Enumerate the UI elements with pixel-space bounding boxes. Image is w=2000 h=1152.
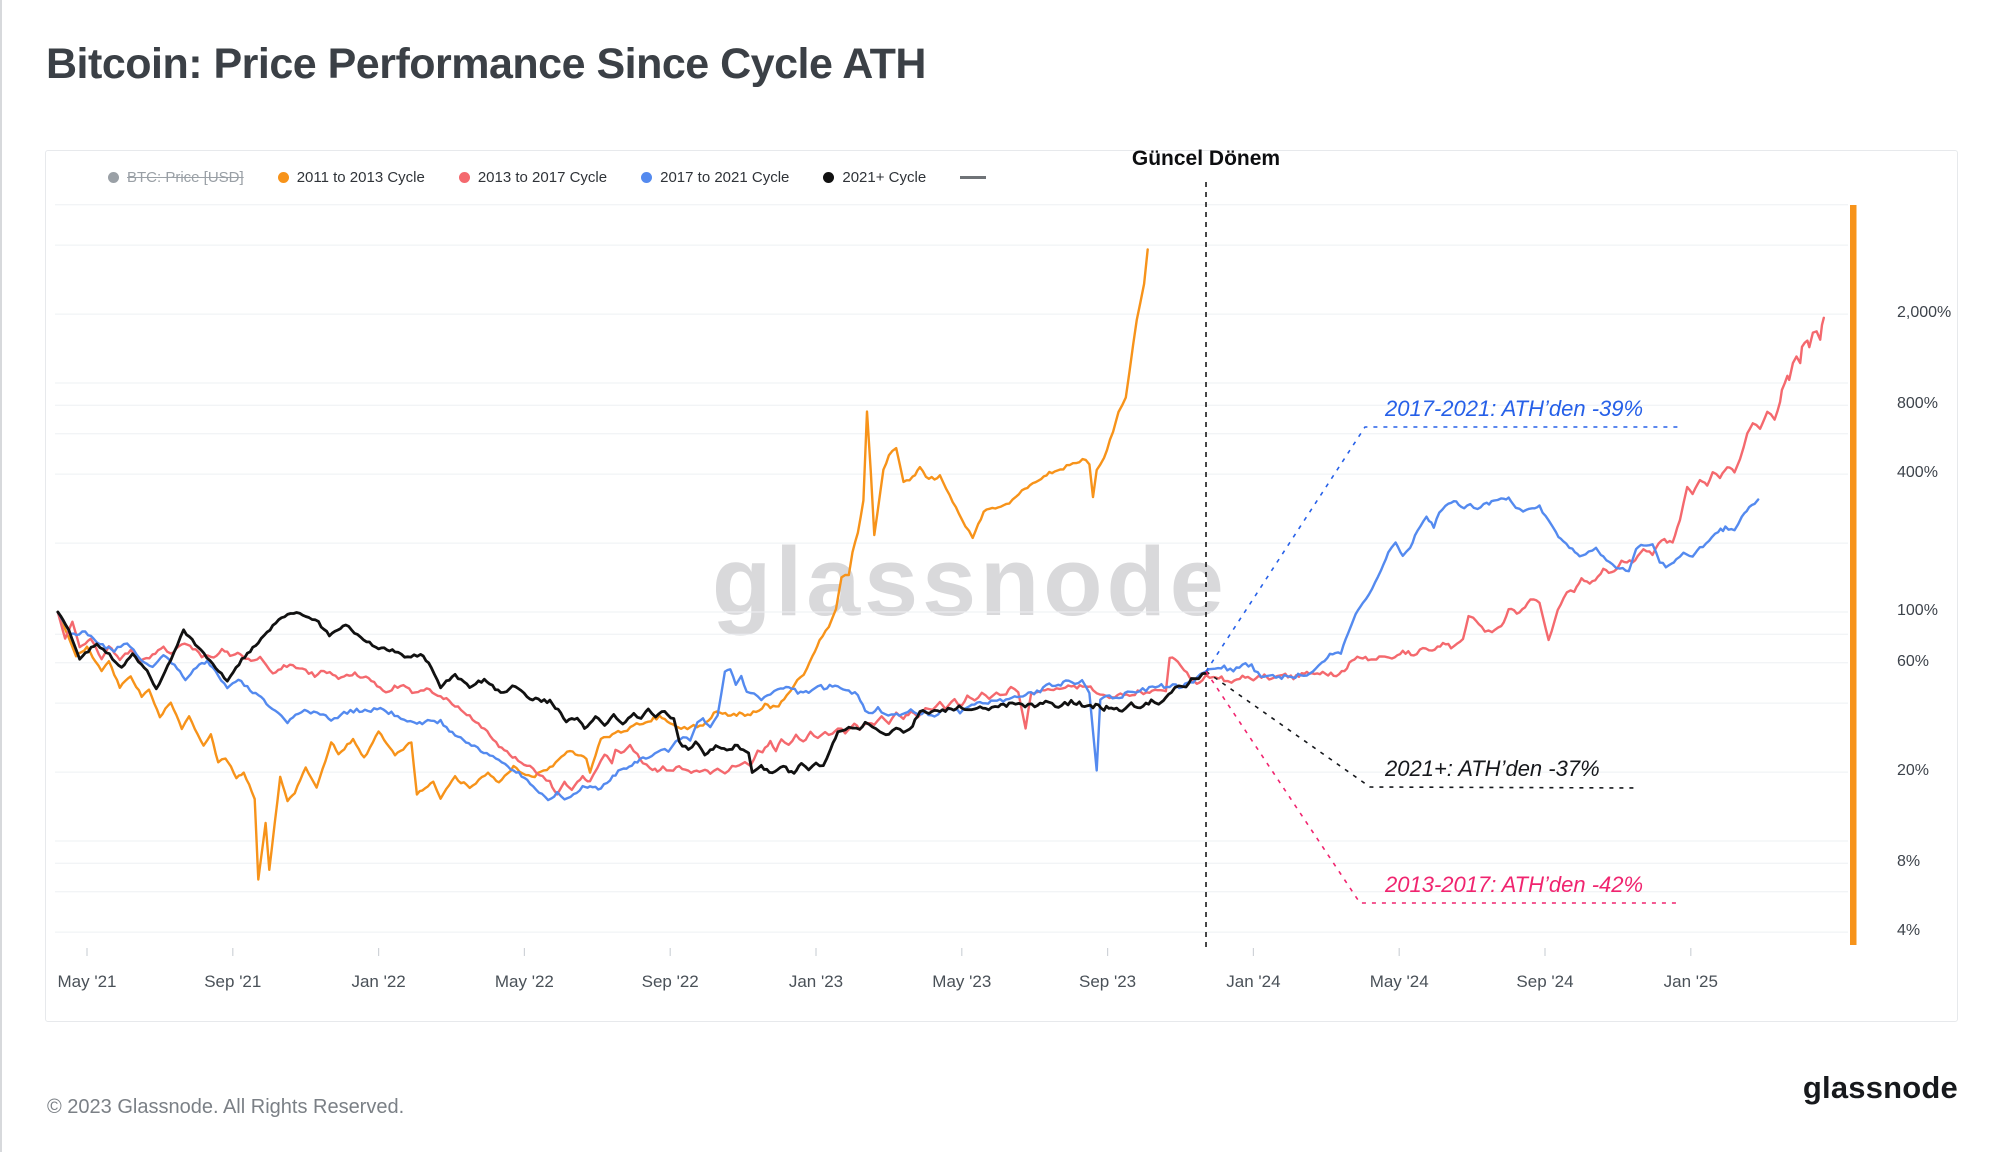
y-tick-label: 60% (1897, 652, 1930, 670)
screen-left-border (0, 0, 2, 1152)
callout-lines (1205, 426, 1683, 904)
x-tick-label: May '23 (932, 972, 992, 991)
chart-legend: BTC: Price [USD] 2011 to 2013 Cycle 2013… (108, 169, 987, 186)
legend-dot-icon (277, 172, 289, 183)
y-tick-label: 800% (1897, 395, 1938, 413)
x-tick-label: Sep '22 (641, 972, 699, 991)
legend-item-2011-2013-cycle[interactable]: 2011 to 2013 Cycle (277, 169, 425, 186)
x-tick-label: Jan '22 (351, 972, 406, 991)
y-tick-label: 8% (1897, 853, 1921, 871)
x-tick-label: May '22 (494, 972, 554, 991)
legend-item-2021-plus-cycle[interactable]: 2021+ Cycle (823, 169, 926, 186)
annotation-2021plus-drawdown: 2021+: ATH’den -37% (1385, 756, 1600, 781)
x-tick-label: Sep '21 (204, 972, 262, 991)
legend-item-2017-2021-cycle[interactable]: 2017 to 2021 Cycle (641, 169, 789, 186)
x-tick-label: Jan '23 (788, 972, 844, 991)
gridlines (55, 204, 1848, 933)
legend-dot-icon (108, 172, 119, 183)
y-tick-label: 100% (1897, 602, 1938, 619)
annotation-2013-2017-drawdown: 2013-2017: ATH’den -42% (1385, 872, 1644, 897)
glassnode-watermark: glassnode (712, 527, 1228, 636)
x-tick-label: Sep '23 (1079, 972, 1137, 991)
series-2021+ Cycle (56, 610, 1208, 775)
accent-bar (1850, 205, 1857, 945)
glassnode-logo: glassnode (1802, 1070, 1958, 1105)
x-tick-marks (86, 948, 1692, 956)
legend-dot-icon (458, 172, 470, 183)
series-2011 to 2013 Cycle (56, 248, 1149, 881)
legend-dash-icon (960, 176, 987, 179)
x-tick-label: Sep '24 (1516, 972, 1574, 991)
page-title: Bitcoin: Price Performance Since Cycle A… (46, 40, 926, 88)
legend-item-unlabeled-line[interactable] (960, 176, 987, 179)
annotation-2017-2021-drawdown: 2017-2021: ATH’den -39% (1385, 396, 1644, 421)
legend-item-label: 2013 to 2017 Cycle (477, 169, 608, 186)
series-lines (56, 248, 1825, 881)
y-tick-label: 400% (1897, 464, 1938, 482)
legend-item-label: 2011 to 2013 Cycle (296, 169, 425, 186)
legend-item-label: 2017 to 2021 Cycle (660, 169, 790, 186)
current-period-label: Güncel Dönem (1131, 147, 1281, 170)
x-tick-label: Jan '25 (1663, 972, 1718, 991)
legend-dot-icon (641, 172, 653, 183)
y-tick-label: 2,000% (1897, 304, 1952, 322)
legend-item-label: BTC: Price [USD] (127, 169, 244, 186)
legend-item-2013-2017-cycle[interactable]: 2013 to 2017 Cycle (458, 169, 608, 186)
legend-dot-icon (823, 172, 835, 183)
x-tick-label: Jan '24 (1226, 972, 1281, 991)
series-2017 to 2021 Cycle (56, 496, 1760, 802)
y-tick-label: 4% (1897, 922, 1921, 940)
x-tick-label: May '24 (1369, 972, 1429, 991)
series-2013 to 2017 Cycle (56, 316, 1825, 796)
y-tick-label: 20% (1897, 762, 1930, 780)
chart-card (45, 150, 1958, 1022)
legend-item-btc-price[interactable]: BTC: Price [USD] (108, 169, 244, 186)
legend-item-label: 2021+ Cycle (842, 169, 927, 186)
copyright-text: © 2023 Glassnode. All Rights Reserved. (47, 1096, 405, 1118)
x-tick-label: May '21 (57, 972, 117, 991)
